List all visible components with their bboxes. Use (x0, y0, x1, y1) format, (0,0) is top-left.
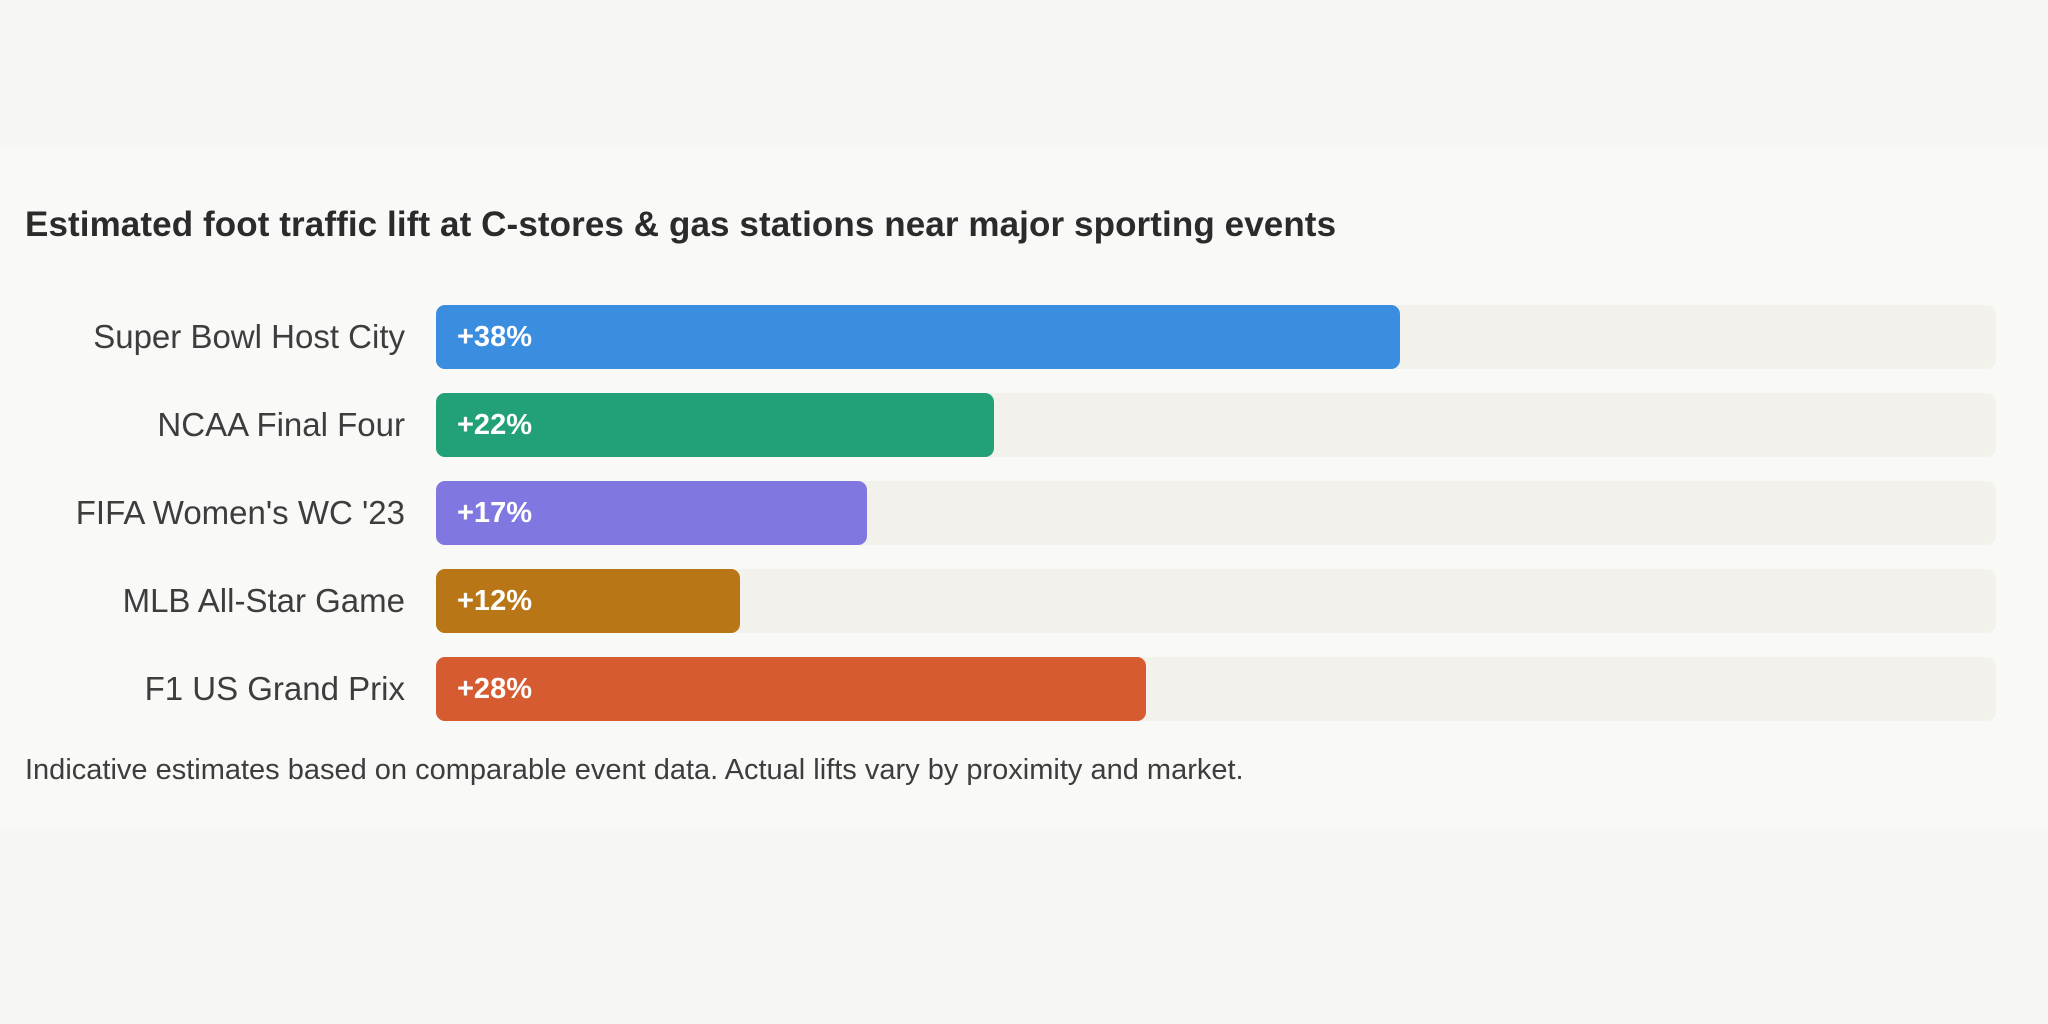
bar-track: +12% (436, 569, 1996, 633)
category-label: Super Bowl Host City (93, 318, 405, 355)
bar-value-label: +28% (457, 673, 532, 705)
bar: +28% (436, 657, 1146, 721)
bar: +17% (436, 481, 867, 545)
bar-row: Super Bowl Host City +38% (0, 305, 2048, 369)
bar-track: +38% (436, 305, 1996, 369)
category-label: F1 US Grand Prix (144, 670, 405, 707)
category-label: NCAA Final Four (157, 406, 405, 443)
bar-value-label: +17% (457, 497, 532, 529)
bar-value-label: +22% (457, 409, 532, 441)
bar-value-label: +12% (457, 585, 532, 617)
bar-track: +22% (436, 393, 1996, 457)
bar: +22% (436, 393, 994, 457)
bar-row: NCAA Final Four +22% (0, 393, 2048, 457)
bar-value-label: +38% (457, 321, 532, 353)
chart-title: Estimated foot traffic lift at C-stores … (25, 205, 1337, 244)
bar-row: FIFA Women's WC '23 +17% (0, 481, 2048, 545)
bar-row: MLB All-Star Game +12% (0, 569, 2048, 633)
category-label: MLB All-Star Game (122, 582, 405, 619)
bar-row: F1 US Grand Prix +28% (0, 657, 2048, 721)
bar-track: +28% (436, 657, 1996, 721)
bar: +12% (436, 569, 740, 633)
bar-track: +17% (436, 481, 1996, 545)
category-label: FIFA Women's WC '23 (75, 494, 405, 531)
chart-footnote: Indicative estimates based on comparable… (25, 754, 1244, 786)
bar: +38% (436, 305, 1400, 369)
